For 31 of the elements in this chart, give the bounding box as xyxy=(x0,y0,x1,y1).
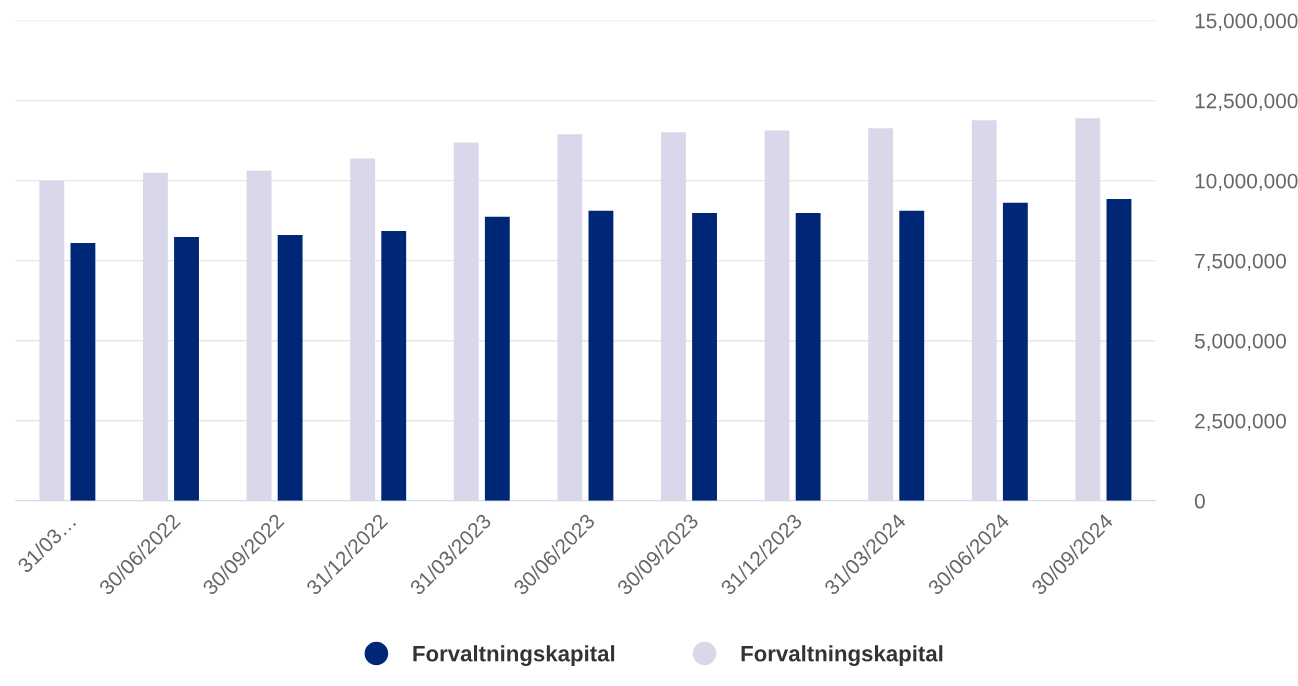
bar xyxy=(350,158,376,501)
bar xyxy=(795,212,821,501)
legend-label: Forvaltningskapital xyxy=(413,645,615,666)
bar xyxy=(70,243,96,501)
bar xyxy=(971,120,997,501)
y-tick-label: 0 xyxy=(1194,493,1205,509)
bar xyxy=(1075,118,1101,501)
y-tick-label: 2,500,000 xyxy=(1195,413,1286,431)
y-tick-label: 15,000,000 xyxy=(1195,13,1298,31)
bar xyxy=(381,230,407,501)
bar xyxy=(143,172,168,501)
y-tick-label: 10,000,000 xyxy=(1195,173,1298,191)
bar xyxy=(1002,202,1028,501)
bar xyxy=(1106,198,1132,501)
legend-label: Forvaltningskapital xyxy=(741,645,943,666)
y-tick-label: 7,500,000 xyxy=(1195,253,1286,271)
y-tick-label: 12,500,000 xyxy=(1195,93,1298,111)
bar xyxy=(661,132,686,501)
bar xyxy=(277,235,303,501)
bar xyxy=(246,170,272,501)
bar xyxy=(764,130,790,501)
bar xyxy=(39,180,65,501)
bar xyxy=(557,134,583,501)
bar xyxy=(868,128,894,501)
bar xyxy=(174,236,199,501)
bar xyxy=(899,210,925,501)
bar xyxy=(588,210,614,501)
bar xyxy=(692,212,717,501)
bar xyxy=(484,216,510,501)
bar xyxy=(453,142,479,501)
y-tick-label: 5,000,000 xyxy=(1194,333,1286,351)
